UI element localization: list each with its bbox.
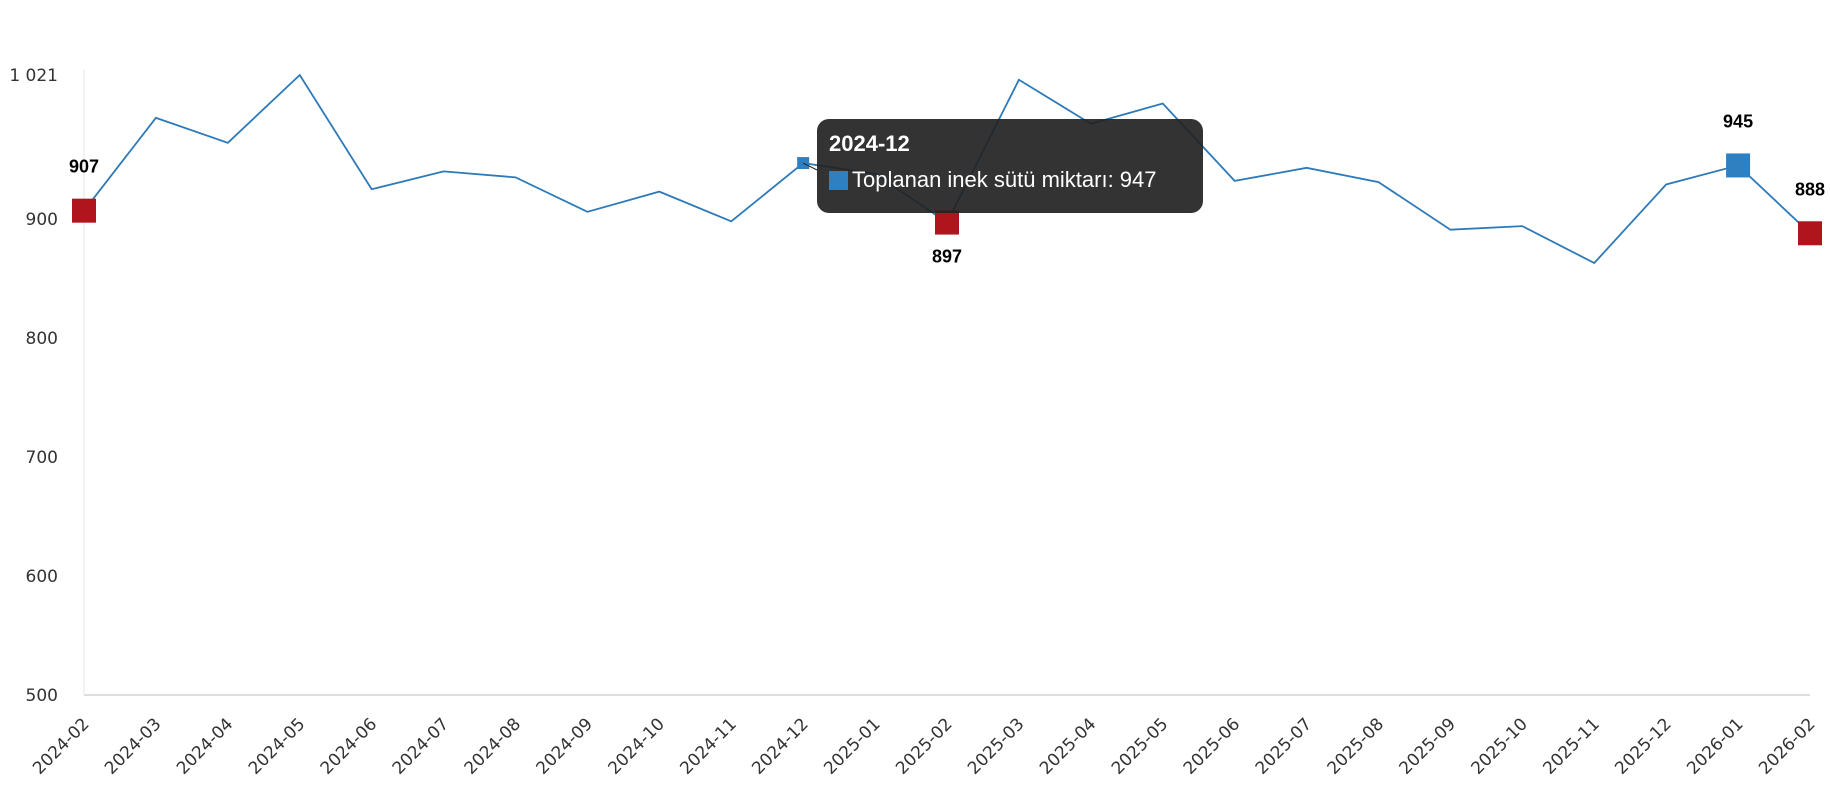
x-tick-label: 2025-12 <box>1611 714 1675 778</box>
x-tick-label: 2024-10 <box>605 714 669 778</box>
x-tick-label: 2024-02 <box>29 714 93 778</box>
tooltip-value: Toplanan inek sütü miktarı: 947 <box>852 167 1157 192</box>
y-tick-label: 800 <box>26 329 58 349</box>
y-tick-label: 600 <box>26 567 58 587</box>
x-tick-label: 2024-04 <box>173 714 237 778</box>
x-tick-label: 2024-08 <box>461 714 525 778</box>
x-tick-label: 2025-11 <box>1539 714 1603 778</box>
highlight-marker <box>72 198 96 223</box>
chart-tooltip: 2024-12 Toplanan inek sütü miktarı: 947 <box>817 119 1203 213</box>
x-tick-label: 2024-06 <box>317 714 381 778</box>
data-label: 945 <box>1723 111 1753 131</box>
x-tick-label: 2025-06 <box>1180 714 1244 778</box>
x-tick-label: 2025-04 <box>1036 714 1100 778</box>
tooltip-connector <box>802 162 818 171</box>
y-tick-label: 900 <box>26 210 58 230</box>
x-tick-label: 2026-02 <box>1755 714 1819 778</box>
x-tick-label: 2024-03 <box>101 714 165 778</box>
x-tick-label: 2025-01 <box>820 714 884 778</box>
x-tick-label: 2025-05 <box>1108 714 1172 778</box>
tooltip-title: 2024-12 <box>829 131 910 156</box>
data-label: 907 <box>69 157 99 177</box>
y-tick-label: 1 021 <box>9 66 58 86</box>
x-tick-label: 2024-07 <box>389 714 453 778</box>
x-tick-label: 2025-10 <box>1468 714 1532 778</box>
data-label: 897 <box>932 247 962 267</box>
x-tick-label: 2025-03 <box>964 714 1028 778</box>
highlight-marker <box>935 210 959 235</box>
y-tick-label: 700 <box>26 448 58 468</box>
highlight-marker <box>1798 221 1822 246</box>
x-tick-label: 2024-05 <box>245 714 309 778</box>
x-tick-label: 2025-09 <box>1396 714 1460 778</box>
tooltip-series-swatch <box>829 170 848 190</box>
x-tick-label: 2026-01 <box>1683 714 1747 778</box>
data-label: 888 <box>1795 179 1825 199</box>
x-tick-label: 2025-02 <box>892 714 956 778</box>
x-tick-label: 2025-08 <box>1324 714 1388 778</box>
x-tick-label: 2024-11 <box>676 714 740 778</box>
highlight-marker <box>1726 153 1751 178</box>
x-tick-label: 2024-09 <box>533 714 597 778</box>
x-tick-label: 2025-07 <box>1252 714 1316 778</box>
x-tick-label: 2024-12 <box>748 714 812 778</box>
y-tick-label: 500 <box>26 686 58 706</box>
